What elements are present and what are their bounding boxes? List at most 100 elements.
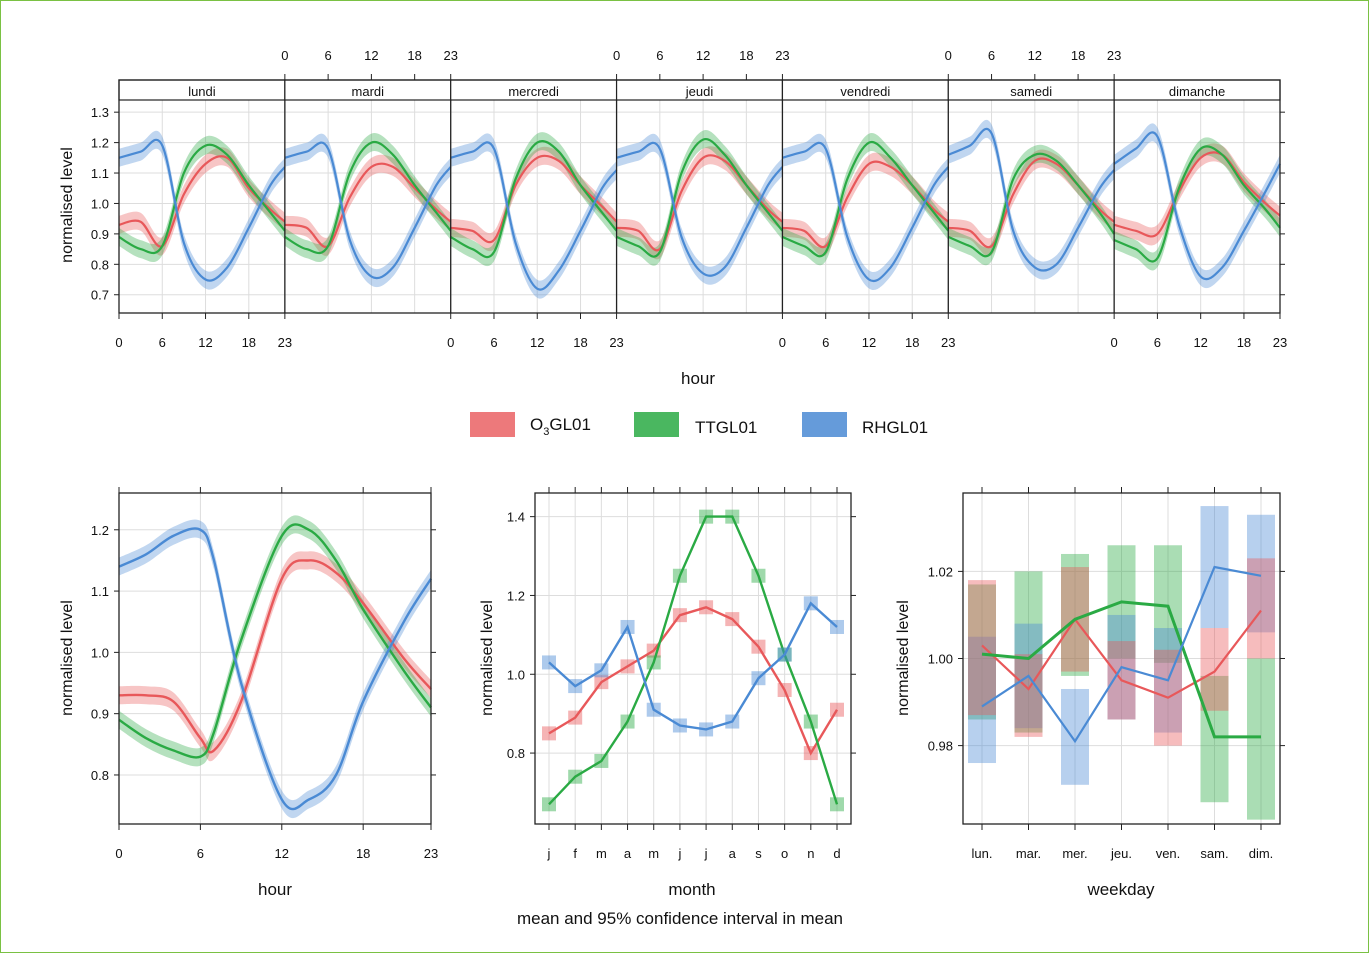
- series-line-rh: [782, 141, 950, 283]
- x-tick-label: 18: [1071, 48, 1085, 63]
- ci-band-rh: [119, 519, 431, 819]
- series-line-tt: [548, 515, 839, 806]
- x-tick-label: m: [596, 846, 607, 861]
- y-tick-label: 1.1: [91, 166, 109, 181]
- ci-bar-tt: [1247, 658, 1275, 820]
- ci-band-rh: [119, 130, 285, 290]
- x-tick-label: mer.: [1062, 846, 1087, 861]
- series-line-rh: [616, 141, 784, 277]
- x-tick-label: 18: [242, 335, 256, 350]
- chart-hour-weekday: lundi mardi mercredi jeudi vendredi samedi dim…: [91, 48, 1287, 350]
- x-tick-label: ven.: [1156, 846, 1181, 861]
- ci-band-rh: [782, 133, 949, 291]
- x-tick-label: 23: [609, 335, 623, 350]
- ci-band-tt: [450, 132, 617, 267]
- ci-band-o3: [948, 149, 1115, 257]
- x-tick-label: 18: [356, 846, 370, 861]
- x-tick-label: 0: [115, 335, 122, 350]
- series-line-o3: [1113, 151, 1281, 238]
- series-line-rh: [118, 527, 433, 811]
- x-tick-label: 12: [1193, 335, 1207, 350]
- ci-bar-o3: [1014, 654, 1043, 737]
- x-tick-label: sam.: [1200, 846, 1228, 861]
- x-tick-label: a: [624, 846, 632, 861]
- ci-band-rh: [450, 133, 617, 299]
- x-tick-label: n: [807, 846, 814, 861]
- strip-label: lundi: [188, 84, 216, 99]
- x-tick-label: j: [547, 846, 551, 861]
- series-line-tt: [450, 139, 618, 259]
- y-tick-label: 0.8: [91, 257, 109, 272]
- ci-band-o3: [616, 146, 783, 260]
- x-tick-label: 18: [573, 335, 587, 350]
- ci-band-tt: [616, 130, 783, 266]
- series-line-o3: [981, 609, 1262, 699]
- x-tick-label: 23: [1107, 48, 1121, 63]
- y-tick-label: 1.1: [91, 584, 109, 599]
- x-tick-label: 0: [115, 846, 122, 861]
- x-tick-label: 12: [198, 335, 212, 350]
- series-line-o3: [118, 559, 432, 754]
- x-tick-label: 0: [945, 48, 952, 63]
- chart-month: 0.8 1.0 1.2 1.4 j f m a m j j a s o n d: [507, 487, 856, 861]
- strip-label: vendredi: [840, 84, 890, 99]
- x-tick-label: 6: [325, 48, 332, 63]
- x-tick-label: 23: [424, 846, 438, 861]
- ci-band-rh: [616, 133, 783, 285]
- x-tick-label: d: [833, 846, 840, 861]
- series-line-o3: [782, 160, 950, 249]
- plot-frame: [118, 492, 432, 825]
- series-line-tt: [947, 152, 1116, 258]
- x-tick-label: 0: [1111, 335, 1118, 350]
- series-line-tt: [616, 137, 784, 258]
- strip-label: dimanche: [1169, 84, 1225, 99]
- series-line-rh: [450, 141, 618, 291]
- strip-label: mercredi: [508, 84, 559, 99]
- ci-band-tt: [948, 144, 1115, 266]
- x-tick-label: a: [729, 846, 737, 861]
- series-line-tt: [118, 523, 432, 759]
- x-tick-label: 0: [447, 335, 454, 350]
- ci-band-o3: [284, 154, 451, 256]
- series-line-tt: [284, 140, 452, 255]
- series-line-tt: [118, 143, 286, 255]
- y-tick-label: 0.9: [91, 227, 109, 242]
- series-line-rh: [1113, 131, 1281, 281]
- x-tick-label: m: [648, 846, 659, 861]
- x-tick-label: 12: [1028, 48, 1042, 63]
- series-line-tt: [781, 140, 950, 258]
- series-line-rh: [981, 565, 1262, 744]
- series-line-rh: [284, 141, 452, 280]
- ci-bar-tt: [1200, 675, 1229, 803]
- x-tick-label: 23: [941, 335, 955, 350]
- y-tick-label: 1.0: [507, 667, 525, 682]
- strip-label: samedi: [1010, 84, 1052, 99]
- series-line-o3: [548, 606, 839, 756]
- y-tick-label: 0.7: [91, 288, 109, 303]
- x-tick-label: 18: [739, 48, 753, 63]
- y-tick-label: 0.8: [91, 768, 109, 783]
- plot-frame: [534, 492, 852, 825]
- x-tick-label: 18: [1237, 335, 1251, 350]
- series-line-rh: [118, 138, 286, 282]
- x-tick-label: mar.: [1016, 846, 1041, 861]
- x-tick-label: lun.: [972, 846, 993, 861]
- ci-bar-o3: [1200, 628, 1229, 711]
- x-tick-label: 12: [862, 335, 876, 350]
- ci-bar-rh: [1061, 688, 1089, 785]
- x-tick-label: 12: [696, 48, 710, 63]
- x-tick-label: o: [781, 846, 788, 861]
- y-tick-label: 1.0: [91, 196, 109, 211]
- ci-band-tt: [1114, 137, 1280, 271]
- series-line-tt: [981, 600, 1261, 739]
- y-tick-label: 1.3: [91, 105, 109, 120]
- x-tick-label: 6: [490, 335, 497, 350]
- ci-band-o3: [1114, 143, 1280, 246]
- x-tick-label: 0: [779, 335, 786, 350]
- y-tick-label: 1.00: [928, 652, 953, 667]
- x-tick-label: 18: [905, 335, 919, 350]
- x-tick-label: f: [573, 846, 577, 861]
- x-tick-label: s: [755, 846, 762, 861]
